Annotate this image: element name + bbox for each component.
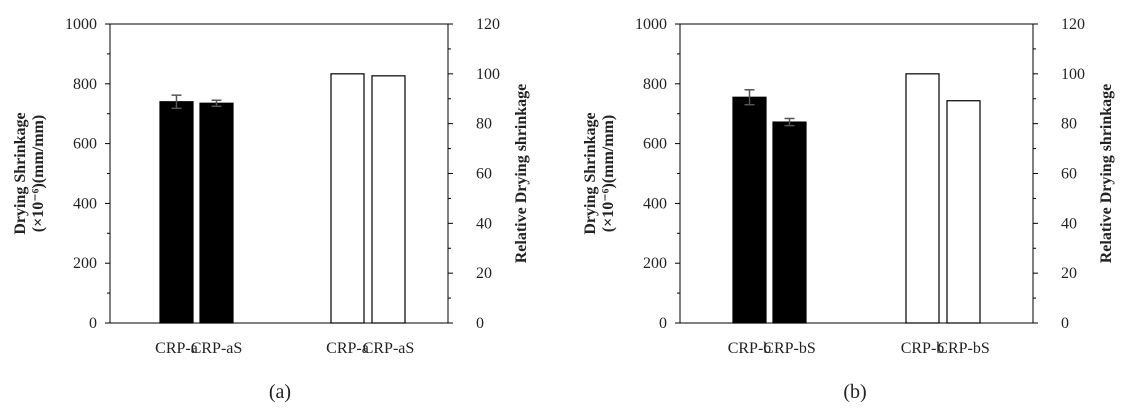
left-tick-label: 200 [643,255,667,272]
shrinkage-bar-crp-bs [772,121,807,324]
left-tick-label: 0 [89,315,97,332]
right-tick-label: 20 [1061,265,1077,282]
right-tick-label: 0 [1061,315,1069,332]
category-label: CRP-bS [937,340,989,357]
relative-bar-crp-as [371,75,406,324]
right-tick-label: 120 [476,16,500,33]
left-tick-label: 1000 [65,16,97,33]
right-tick-label: 100 [476,66,500,83]
category-label: CRP-aS [363,340,415,357]
relative-bar-crp-b [905,73,940,324]
category-label: CRP-a [155,340,198,357]
chart-panel-b: 02004006008001000020406080100120CRP-bCRP… [582,16,1115,403]
left-tick-label: 200 [73,255,97,272]
panel-label: (a) [269,381,291,403]
left-tick-label: 600 [73,136,97,153]
right-tick-label: 80 [1061,116,1077,133]
category-label: CRP-bS [763,340,815,357]
panel-label: (b) [843,381,866,403]
left-axis-title-line1: Drying Shrinkage [582,112,599,234]
right-tick-label: 40 [1061,215,1077,232]
right-tick-label: 100 [1061,66,1085,83]
relative-bar-crp-bs [946,100,981,324]
left-axis-title-line1: Drying Shrinkage [12,112,29,234]
left-tick-label: 800 [643,76,667,93]
left-tick-label: 400 [643,195,667,212]
right-tick-label: 80 [476,116,492,133]
left-tick-label: 400 [73,195,97,212]
category-label: CRP-a [326,340,369,357]
left-tick-label: 600 [643,136,667,153]
relative-bar-crp-a [330,73,365,324]
right-tick-label: 40 [476,215,492,232]
category-label: CRP-b [901,340,945,357]
shrinkage-bar-crp-a [159,101,194,324]
right-tick-label: 60 [1061,166,1077,183]
left-tick-label: 800 [73,76,97,93]
left-axis-title-line2: (×10⁻⁶)(mm/mm) [600,115,617,232]
category-label: CRP-b [728,340,772,357]
right-tick-label: 20 [476,265,492,282]
right-tick-label: 120 [1061,16,1085,33]
right-axis-title: Relative Drying shrinkage [1098,84,1115,264]
left-tick-label: 0 [659,315,667,332]
shrinkage-bar-crp-b [732,96,767,324]
left-tick-label: 1000 [635,16,667,33]
right-tick-label: 0 [476,315,484,332]
shrinkage-bar-crp-as [199,102,234,324]
left-axis-title-line2: (×10⁻⁶)(mm/mm) [30,115,47,232]
chart-panel-a: 02004006008001000020406080100120CRP-aCRP… [12,16,530,403]
right-tick-label: 60 [476,166,492,183]
category-label: CRP-aS [191,340,243,357]
right-axis-title: Relative Drying shrinkage [513,84,530,264]
